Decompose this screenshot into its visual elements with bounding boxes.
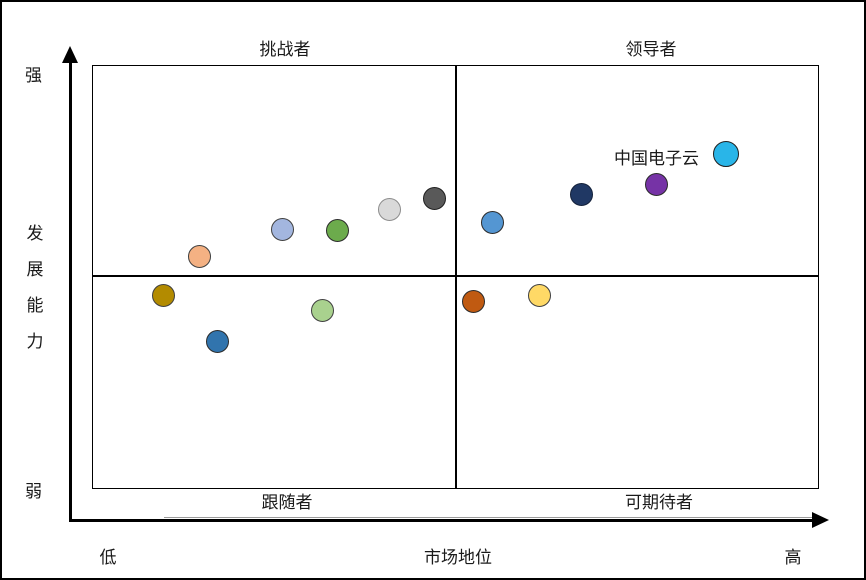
x-axis-arrow-icon <box>812 512 829 528</box>
data-point-light-yellow <box>527 283 551 307</box>
data-point-peach <box>187 244 211 268</box>
data-point-dark-gray <box>422 186 446 210</box>
y-axis-title: 发 展 能 力 <box>24 216 46 360</box>
data-point-navy <box>569 182 593 206</box>
quadrant-label-leaders: 领导者 <box>625 40 677 59</box>
y-axis-arrow-icon <box>62 46 78 63</box>
y-axis-strong-label: 强 <box>25 66 42 85</box>
quadrant-label-challengers: 挑战者 <box>259 40 311 59</box>
quadrant-label-followers: 跟随者 <box>261 493 313 512</box>
data-point-gold <box>151 283 175 307</box>
y-axis-line <box>68 60 72 520</box>
y-axis-weak-label: 弱 <box>25 482 42 501</box>
quadrant-divider-vertical <box>455 65 457 489</box>
quadrant-divider-horizontal <box>92 275 819 277</box>
data-point-light-green <box>310 298 334 322</box>
x-axis-shadow-line <box>164 516 812 518</box>
quadrant-label-prospects: 可期待者 <box>625 493 693 512</box>
data-point-china-electronics-cloud <box>713 141 739 167</box>
data-point-green <box>325 218 349 242</box>
x-axis-title: 市场地位 <box>424 548 492 567</box>
data-point-orange-brown <box>461 289 485 313</box>
data-point-periwinkle <box>270 217 294 241</box>
y-axis-title-char: 展 <box>26 260 44 279</box>
x-axis-high-label: 高 <box>784 548 802 567</box>
point-label-china-electronics-cloud: 中国电子云 <box>614 149 699 168</box>
data-point-purple <box>644 172 668 196</box>
data-point-medium-blue <box>480 210 504 234</box>
data-point-blue <box>205 329 229 353</box>
y-axis-title-char: 力 <box>26 332 44 351</box>
x-axis-line <box>68 518 815 522</box>
data-point-light-gray <box>377 197 401 221</box>
x-axis-low-label: 低 <box>99 548 117 567</box>
y-axis-title-char: 发 <box>26 224 44 243</box>
y-axis-title-char: 能 <box>26 296 44 315</box>
